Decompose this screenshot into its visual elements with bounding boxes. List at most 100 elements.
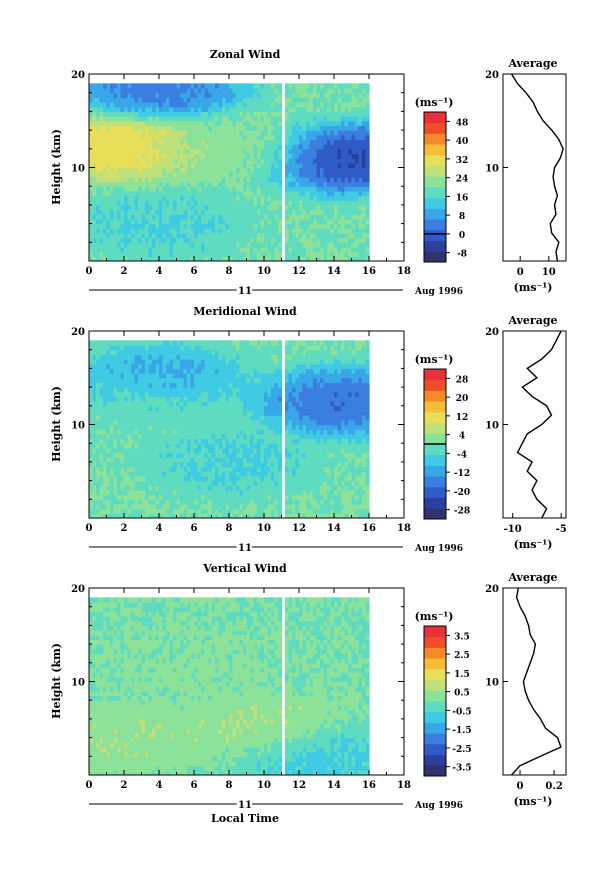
heatmap-cell [138,172,143,178]
heatmap-cell [253,214,258,220]
heatmap-cell [110,190,115,197]
heatmap-cell [183,167,188,173]
heatmap-cell [236,190,241,197]
heatmap-cell [110,246,115,253]
heatmap-cell [222,475,227,482]
heatmap-cell [250,232,255,239]
heatmap-cell [96,429,101,435]
heatmap-cell [180,499,185,505]
heatmap-cell [103,489,108,496]
heatmap-cell [194,457,199,463]
heatmap-cell [180,218,185,225]
heatmap-cell [169,466,174,472]
heatmap-cell [152,359,157,365]
heatmap-cell [180,209,185,215]
heatmap-cell [292,102,297,108]
heatmap-cell [127,172,132,178]
heatmap-cell [145,237,150,243]
heatmap-cell [250,120,255,127]
heatmap-cell [110,242,115,248]
heatmap-cell [222,144,227,150]
heatmap-cell [236,158,241,164]
heatmap-cell [208,200,213,206]
heatmap-cell [351,120,356,127]
heatmap-cell [229,237,234,243]
heatmap-cell [225,354,230,360]
heatmap-cell [106,106,111,112]
heatmap-cell [229,345,234,351]
heatmap-cell [110,508,115,514]
heatmap-cell [131,139,136,145]
heatmap-cell [190,396,195,402]
heatmap-cell [295,106,300,112]
heatmap-cell [166,433,171,440]
heatmap-cell [159,223,164,229]
heatmap-cell [236,223,241,229]
heatmap-cell [355,167,360,173]
heatmap-cell [239,228,244,234]
heatmap-cell [218,452,223,458]
heatmap-cell [110,405,115,412]
heatmap-cell [194,186,199,192]
heatmap-cell [264,256,269,261]
heatmap-cell [253,116,258,122]
heatmap-cell [166,429,171,435]
heatmap-cell [169,349,174,355]
heatmap-cell [138,116,143,122]
heatmap-cell [162,190,167,197]
heatmap-cell [229,223,234,229]
heatmap-cell [141,218,146,225]
heatmap-cell [141,200,146,206]
heatmap-cell [218,340,223,346]
heatmap-cell [162,97,167,103]
heatmap-cell [222,349,227,355]
heatmap-cell [218,83,223,89]
heatmap-cell [299,204,304,211]
heatmap-cell [313,134,318,141]
heatmap-cell [145,120,150,127]
heatmap-cell [348,242,353,248]
heatmap-cell [292,130,297,136]
heatmap-cell [134,256,139,261]
heatmap-cell [292,256,297,261]
heatmap-cell [330,209,335,215]
heatmap-cell [117,200,122,206]
heatmap-cell [201,415,206,421]
heatmap-cell [348,251,353,257]
heatmap-cell [204,256,209,261]
heatmap-cell [106,134,111,141]
heatmap-cell [96,242,101,248]
heatmap-cell [117,447,122,454]
heatmap-cell [239,485,244,491]
heatmap-cell [194,475,199,482]
heatmap-cell [187,209,192,215]
heatmap-cell [127,508,132,514]
heatmap-cell [243,471,248,477]
heatmap-cell [320,83,325,89]
heatmap-cell [103,405,108,412]
heatmap-cell [288,162,293,169]
heatmap-cell [225,457,230,463]
heatmap-cell [222,508,227,514]
heatmap-cell [110,429,115,435]
heatmap-cell [169,153,174,159]
heatmap-cell [159,405,164,412]
heatmap-cell [348,209,353,215]
heatmap-cell [152,349,157,355]
heatmap-cell [222,401,227,407]
heatmap-cell [155,405,160,412]
heatmap-cell [89,387,94,393]
heatmap-cell [99,232,104,239]
heatmap-cell [246,172,251,178]
heatmap-cell [358,232,363,239]
heatmap-cell [288,251,293,257]
heatmap-cell [134,345,139,351]
heatmap-cell [117,251,122,257]
heatmap-cell [148,419,153,426]
heatmap-cell [348,172,353,178]
heatmap-cell [145,209,150,215]
heatmap-cell [120,209,125,215]
heatmap-cell [187,167,192,173]
heatmap-cell [344,130,349,136]
heatmap-cell [124,480,129,486]
